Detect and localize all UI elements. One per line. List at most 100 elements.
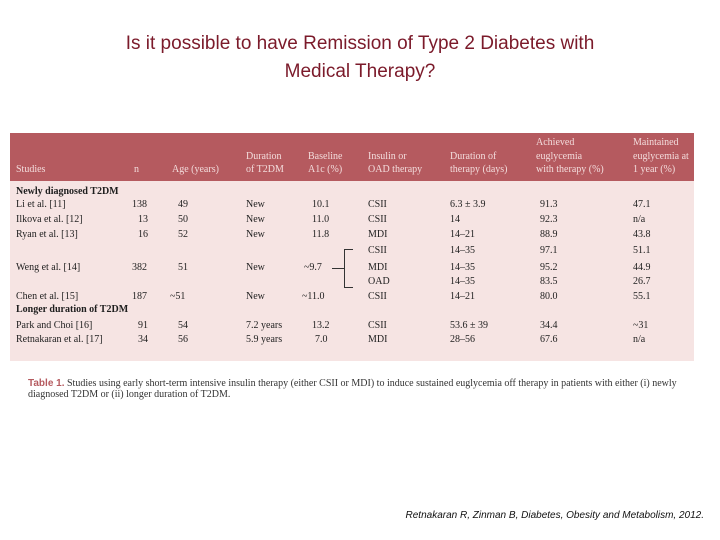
section-longer-duration: Longer duration of T2DM (16, 304, 129, 315)
header-duration-1: Duration (246, 151, 282, 162)
table-row-ilkova-duration: New (246, 214, 265, 225)
slide-title-line-2: Medical Therapy? (284, 61, 436, 82)
table-row-li-days: 6.3 ± 3.9 (450, 199, 486, 210)
header-baseline-2: A1c (%) (308, 164, 343, 175)
header-insulin-2: OAD therapy (368, 164, 423, 175)
table-row-retnakaran-a1c: 7.0 (315, 334, 328, 345)
table-row-li-a1c: 10.1 (312, 199, 330, 210)
table-row-li-age: 49 (178, 199, 188, 210)
header-therapy-duration-2: therapy (days) (450, 164, 508, 175)
table-row-weng-study: Weng et al. [14] (16, 262, 81, 273)
table-row-retnakaran-therapy: MDI (368, 334, 388, 345)
table-row-ryan-study: Ryan et al. [13] (16, 229, 78, 240)
header-achieved-3: with therapy (%) (536, 164, 604, 175)
table-row-chen-duration: New (246, 291, 265, 302)
table-row-chen-a1c: ~11.0 (302, 291, 325, 302)
table-row-retnakaran-days: 28–56 (450, 334, 475, 345)
table-row-retnakaran-age: 56 (178, 334, 188, 345)
table-row-ryan-age: 52 (178, 229, 188, 240)
table-row-ilkova-therapy: CSII (368, 214, 387, 225)
header-maintained-1: Maintained (633, 137, 679, 148)
table-row-park-maintained: ~31 (633, 320, 649, 331)
table-row-weng-duration: New (246, 262, 265, 273)
section-newly-diagnosed: Newly diagnosed T2DM (16, 186, 119, 197)
table-row-weng-csii-achieved: 97.1 (540, 245, 558, 256)
table-row-park-age: 54 (178, 320, 188, 331)
table-row-weng-mdi-therapy: MDI (368, 262, 388, 273)
table-row-chen-achieved: 80.0 (540, 291, 558, 302)
table-row-li-duration: New (246, 199, 265, 210)
header-duration-2: of T2DM (246, 164, 284, 175)
table-caption: Table 1. Studies using early short-term … (28, 378, 708, 400)
header-achieved-2: euglycemia (536, 151, 583, 162)
table-row-ryan-duration: New (246, 229, 265, 240)
table-row-weng-oad-therapy: OAD (368, 276, 390, 287)
table-row-weng-csii-maintained: 51.1 (633, 245, 651, 256)
table-row-weng-oad-achieved: 83.5 (540, 276, 558, 287)
table-row-chen-therapy: CSII (368, 291, 387, 302)
table-row-park-n: 91 (138, 320, 148, 331)
citation: Retnakaran R, Zinman B, Diabetes, Obesit… (405, 510, 704, 521)
table-row-ilkova-age: 50 (178, 214, 188, 225)
slide-title-line-1: Is it possible to have Remission of Type… (125, 33, 595, 54)
header-maintained-3: 1 year (%) (633, 164, 676, 175)
weng-bracket (344, 249, 353, 288)
table-row-chen-n: 187 (132, 291, 147, 302)
table-row-li-maintained: 47.1 (633, 199, 651, 210)
caption-label: Table 1. (28, 378, 65, 389)
table-row-park-duration: 7.2 years (246, 320, 283, 331)
table-row-chen-maintained: 55.1 (633, 291, 651, 302)
table-row-park-achieved: 34.4 (540, 320, 558, 331)
table-row-weng-n: 382 (132, 262, 147, 273)
header-maintained-2: euglycemia at (633, 151, 689, 162)
slide-title: Is it possible to have Remission of Type… (0, 30, 720, 86)
header-age: Age (years) (172, 164, 219, 175)
table-row-ryan-achieved: 88.9 (540, 229, 558, 240)
table-row-park-study: Park and Choi [16] (16, 320, 93, 331)
table-row-retnakaran-achieved: 67.6 (540, 334, 558, 345)
weng-bracket-connector (332, 268, 344, 269)
table-row-chen-age: ~51 (170, 291, 186, 302)
table-row-retnakaran-study: Retnakaran et al. [17] (16, 334, 103, 345)
table-row-retnakaran-maintained: n/a (633, 334, 646, 345)
table-header (10, 133, 694, 181)
header-studies: Studies (16, 164, 46, 175)
table-row-weng-age: 51 (178, 262, 188, 273)
header-n: n (134, 164, 139, 175)
table-row-weng-a1c: ~9.7 (304, 262, 322, 273)
table-row-li-therapy: CSII (368, 199, 387, 210)
table-row-chen-study: Chen et al. [15] (16, 291, 79, 302)
table-row-weng-mdi-days: 14–35 (450, 262, 475, 273)
header-baseline-1: Baseline (308, 151, 343, 162)
table-row-weng-mdi-maintained: 44.9 (633, 262, 651, 273)
header-therapy-duration-1: Duration of (450, 151, 497, 162)
table-row-park-therapy: CSII (368, 320, 387, 331)
table-row-park-days: 53.6 ± 39 (450, 320, 488, 331)
table-row-ilkova-days: 14 (450, 214, 460, 225)
table-row-weng-csii-therapy: CSII (368, 245, 387, 256)
table-row-ryan-therapy: MDI (368, 229, 388, 240)
table-row-ilkova-maintained: n/a (633, 214, 646, 225)
table-row-ryan-a1c: 11.8 (312, 229, 330, 240)
caption-text: Studies using early short-term intensive… (28, 378, 677, 400)
table-row-retnakaran-n: 34 (138, 334, 148, 345)
table-row-ryan-maintained: 43.8 (633, 229, 651, 240)
table-row-ilkova-a1c: 11.0 (312, 214, 330, 225)
table-row-weng-csii-days: 14–35 (450, 245, 475, 256)
header-insulin-1: Insulin or (368, 151, 407, 162)
table-row-li-achieved: 91.3 (540, 199, 558, 210)
table-row-li-n: 138 (132, 199, 147, 210)
table-row-park-a1c: 13.2 (312, 320, 330, 331)
table-row-weng-mdi-achieved: 95.2 (540, 262, 558, 273)
table-row-ilkova-achieved: 92.3 (540, 214, 558, 225)
header-achieved-1: Achieved (536, 137, 575, 148)
table-row-weng-oad-maintained: 26.7 (633, 276, 651, 287)
table-row-retnakaran-duration: 5.9 years (246, 334, 283, 345)
table-row-chen-days: 14–21 (450, 291, 475, 302)
table-row-li-study: Li et al. [11] (16, 199, 66, 210)
table-row-weng-oad-days: 14–35 (450, 276, 475, 287)
table-row-ryan-n: 16 (138, 229, 148, 240)
table-row-ilkova-n: 13 (138, 214, 148, 225)
table-row-ilkova-study: Ilkova et al. [12] (16, 214, 83, 225)
table-row-ryan-days: 14–21 (450, 229, 475, 240)
